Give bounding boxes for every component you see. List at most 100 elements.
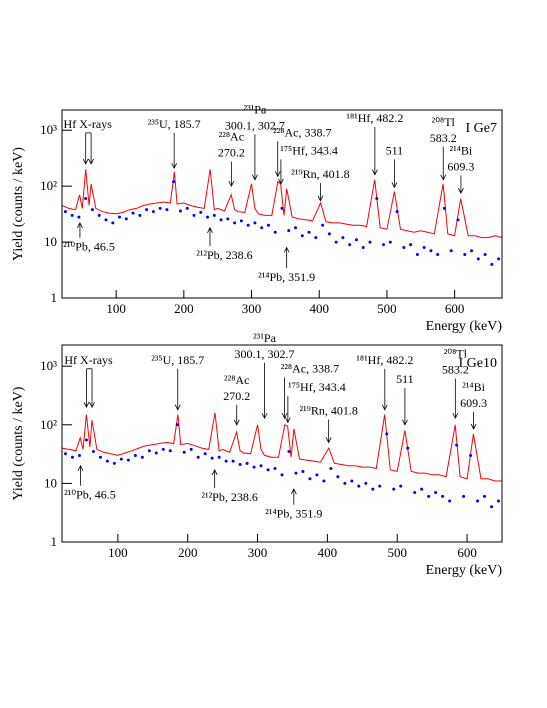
data-dot xyxy=(77,215,81,219)
data-dot xyxy=(70,455,74,459)
data-dot xyxy=(341,236,345,240)
data-dot xyxy=(90,208,94,212)
annotation: 270.2 xyxy=(218,146,245,160)
data-dot xyxy=(350,479,354,483)
arrow-head xyxy=(290,488,297,495)
arrow-head xyxy=(228,180,235,188)
annotation: ²⁰⁸Tl xyxy=(432,115,456,129)
data-dot xyxy=(91,450,95,454)
arrow-head xyxy=(82,158,89,165)
annotation: ²⁰⁸Tl xyxy=(444,347,468,361)
data-dot xyxy=(199,210,203,214)
data-dot xyxy=(427,494,431,498)
data-dot xyxy=(455,443,459,447)
arrow-head xyxy=(372,169,378,176)
arrow-head xyxy=(317,195,324,202)
data-dot xyxy=(178,209,182,213)
data-dot xyxy=(245,461,249,465)
data-dot xyxy=(266,223,270,227)
data-dot xyxy=(260,226,264,230)
arrow-head xyxy=(252,174,258,181)
data-dot xyxy=(212,213,216,217)
data-dot xyxy=(315,473,319,477)
data-dot xyxy=(217,455,221,459)
data-dot xyxy=(476,257,480,261)
annotation: ²¹²Pb, 238.6 xyxy=(201,490,257,504)
annotation: ²¹⁴Pb, 351.9 xyxy=(258,270,315,284)
data-dot xyxy=(308,477,312,481)
annotation: ²³⁵U, 185.7 xyxy=(151,353,204,367)
data-dot xyxy=(470,249,474,253)
arrow-head xyxy=(402,419,408,426)
data-dot xyxy=(63,210,67,214)
data-dot xyxy=(238,463,242,467)
data-dot xyxy=(84,197,88,201)
x-tick-label: 200 xyxy=(174,301,194,316)
data-dot xyxy=(104,218,108,222)
annotation: 583.2 xyxy=(442,363,469,377)
data-dot xyxy=(196,455,200,459)
x-tick-label: 100 xyxy=(108,545,128,560)
y-axis-label: Yield (counts / keV) xyxy=(11,386,26,500)
data-dot xyxy=(138,213,142,217)
x-tick-label: 300 xyxy=(242,301,262,316)
y-axis-label: Yield (counts / keV) xyxy=(11,147,26,261)
data-dot xyxy=(490,262,494,266)
annotation: ²¹²Pb, 238.6 xyxy=(196,248,252,262)
annotation: 609.3 xyxy=(447,159,474,173)
data-dot xyxy=(206,215,210,219)
data-dot xyxy=(158,206,162,210)
data-dot xyxy=(314,236,318,240)
data-dot xyxy=(422,245,426,249)
y-tick-label: 10³ xyxy=(40,122,57,137)
arrow-head xyxy=(174,404,181,411)
data-dot xyxy=(462,494,466,498)
spectrum-line xyxy=(62,169,502,239)
annotation: ²¹⁴Bi xyxy=(450,143,473,157)
data-dot xyxy=(185,206,189,210)
data-dot xyxy=(224,459,228,463)
arrow-head xyxy=(261,412,268,420)
data-dot xyxy=(456,218,460,222)
data-dot xyxy=(392,487,396,491)
arrow-head xyxy=(207,226,213,233)
data-dot xyxy=(192,213,196,217)
data-dot xyxy=(175,423,179,427)
data-dot xyxy=(336,475,340,479)
data-dot xyxy=(436,252,440,256)
x-tick-label: 100 xyxy=(106,301,126,316)
data-dot xyxy=(226,217,230,221)
panel-title: I Ge10 xyxy=(459,356,498,371)
arrow-head xyxy=(278,178,284,185)
annotation: 583.2 xyxy=(430,131,457,145)
data-dot xyxy=(98,455,102,459)
data-dot xyxy=(327,232,331,236)
x-tick-label: 600 xyxy=(445,301,465,316)
arrow-head xyxy=(452,412,459,420)
data-dot xyxy=(118,215,122,219)
arrow-head xyxy=(381,404,388,411)
data-dot xyxy=(448,499,452,503)
y-tick-label: 1 xyxy=(51,534,58,549)
arrow-head xyxy=(283,246,290,253)
arrow-head xyxy=(274,171,281,178)
data-dot xyxy=(483,252,487,256)
data-dot xyxy=(84,438,88,442)
data-dot xyxy=(124,217,128,221)
annotation: ²¹⁴Pb, 351.9 xyxy=(265,507,322,521)
arrow-head xyxy=(233,419,240,426)
data-dot xyxy=(385,432,389,436)
annotation: ²¹⁰Pb, 46.5 xyxy=(63,240,115,254)
annotation: ²²⁸Ac, 338.7 xyxy=(273,125,331,139)
data-dot xyxy=(182,450,186,454)
x-tick-label: 400 xyxy=(309,301,329,316)
data-dot xyxy=(280,206,284,210)
data-dot xyxy=(361,245,365,249)
data-dot xyxy=(375,197,379,201)
arrow-head xyxy=(211,469,218,476)
annotation: Hf X-rays xyxy=(64,353,113,367)
data-dot xyxy=(151,210,155,214)
data-dot xyxy=(334,240,338,244)
data-dot xyxy=(378,484,382,488)
